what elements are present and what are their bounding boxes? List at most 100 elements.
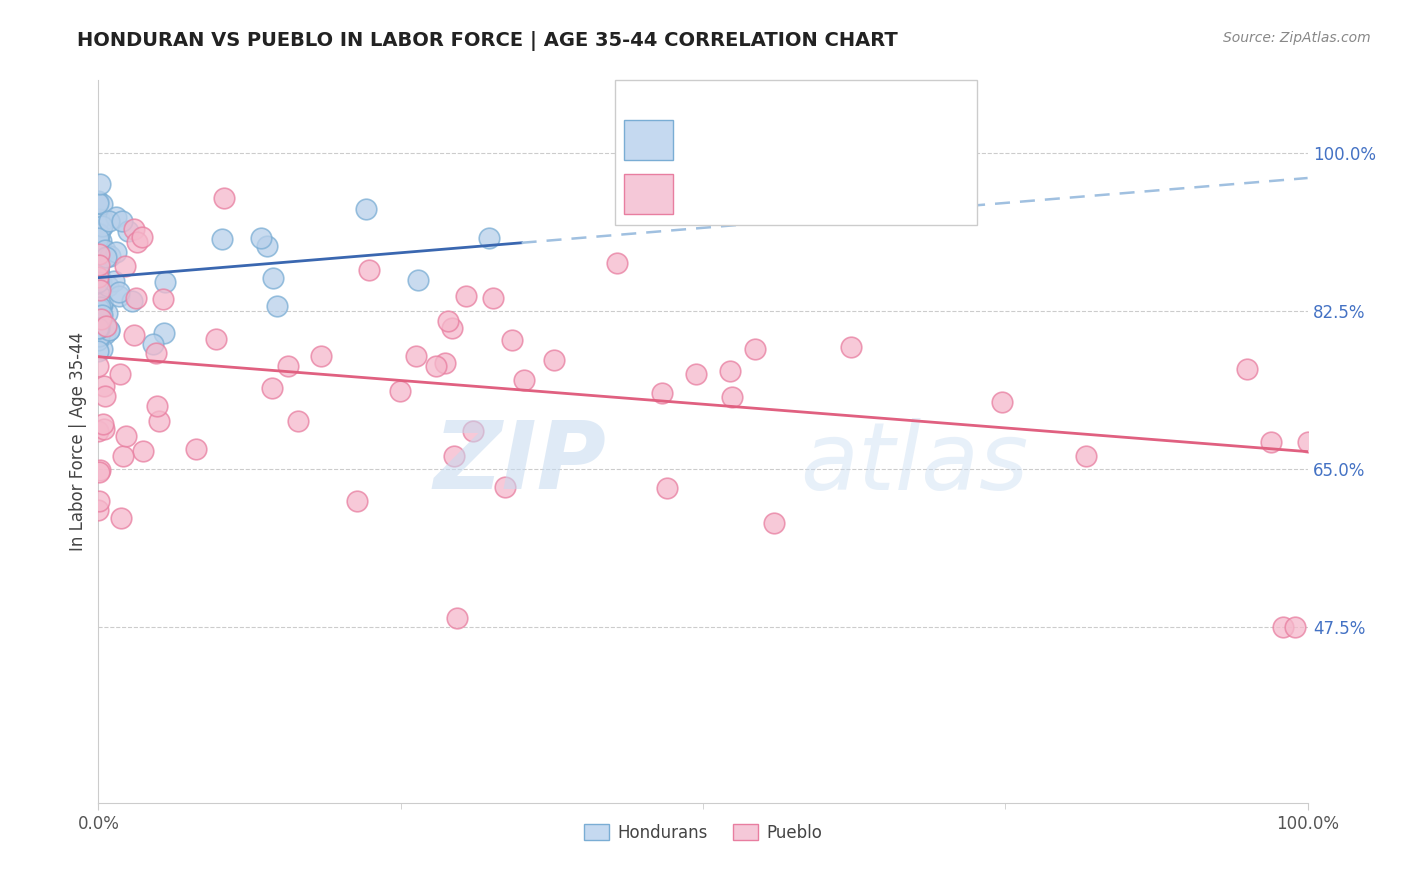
Point: [277, 359, 299, 374]
Point: [266, 299, 288, 313]
Point: [87, 307, 110, 321]
Point: [631, 196, 654, 211]
Point: [357, 262, 380, 277]
Point: [211, 232, 233, 246]
Point: [87, 258, 110, 272]
Point: [262, 381, 284, 395]
Point: [1260, 434, 1282, 449]
Point: [90, 274, 112, 288]
Point: [87, 465, 110, 479]
Point: [131, 230, 153, 244]
Point: [406, 273, 429, 287]
Point: [103, 274, 125, 288]
Point: [110, 511, 132, 525]
Point: [87, 234, 110, 248]
Point: [87, 284, 110, 298]
Point: [117, 224, 139, 238]
Point: [122, 221, 145, 235]
Point: [87, 211, 110, 226]
Point: [87, 264, 110, 278]
Point: [388, 384, 411, 398]
Point: [718, 364, 741, 378]
Point: [262, 271, 284, 285]
Point: [1236, 362, 1258, 376]
Point: [651, 386, 673, 401]
Point: [93, 379, 115, 393]
Point: [446, 611, 468, 625]
Point: [89, 177, 111, 191]
Point: [405, 350, 427, 364]
Y-axis label: In Labor Force | Age 35-44: In Labor Force | Age 35-44: [69, 332, 87, 551]
Point: [256, 239, 278, 253]
Point: [87, 264, 110, 278]
Point: [87, 271, 110, 285]
Point: [90, 298, 112, 312]
Point: [96, 305, 118, 319]
Point: [762, 516, 785, 530]
Point: [90, 308, 112, 322]
Point: [114, 259, 136, 273]
Point: [89, 283, 111, 297]
Text: R =  0.103: R = 0.103: [682, 120, 800, 139]
Point: [441, 320, 464, 334]
Point: [122, 328, 145, 343]
Point: [87, 333, 110, 347]
Point: [494, 480, 516, 494]
Point: [454, 289, 477, 303]
Point: [87, 329, 110, 343]
Point: [132, 443, 155, 458]
Point: [627, 202, 650, 216]
Point: [463, 424, 485, 438]
Point: [87, 269, 110, 284]
Point: [125, 292, 148, 306]
Point: [94, 318, 117, 333]
Point: [437, 313, 460, 327]
Point: [89, 463, 111, 477]
Point: [94, 243, 117, 257]
Point: [214, 191, 236, 205]
Point: [87, 359, 110, 373]
Text: HONDURAN VS PUEBLO IN LABOR FORCE | AGE 35-44 CORRELATION CHART: HONDURAN VS PUEBLO IN LABOR FORCE | AGE …: [77, 31, 898, 51]
Point: [87, 267, 110, 281]
Point: [94, 251, 117, 265]
Point: [186, 442, 208, 457]
Point: [90, 286, 112, 301]
Point: [97, 323, 120, 337]
Legend: Hondurans, Pueblo: Hondurans, Pueblo: [578, 817, 828, 848]
Point: [87, 273, 110, 287]
Text: R = -0.183: R = -0.183: [682, 180, 800, 200]
Point: [91, 417, 114, 432]
Text: ZIP: ZIP: [433, 417, 606, 509]
Point: [87, 502, 110, 516]
Point: [90, 312, 112, 326]
Point: [478, 231, 501, 245]
Point: [105, 245, 128, 260]
Point: [87, 226, 110, 240]
Point: [91, 219, 114, 234]
Point: [146, 399, 169, 413]
Point: [91, 213, 114, 227]
Point: [90, 220, 112, 235]
Point: [655, 482, 678, 496]
Point: [121, 293, 143, 308]
Point: [107, 285, 129, 300]
Point: [91, 295, 114, 310]
Point: [145, 345, 167, 359]
Point: [425, 359, 447, 374]
Point: [90, 234, 112, 248]
Point: [87, 301, 110, 316]
Point: [744, 342, 766, 356]
Point: [721, 390, 744, 404]
Point: [87, 231, 110, 245]
Point: [89, 318, 111, 333]
Point: [87, 247, 110, 261]
FancyBboxPatch shape: [624, 120, 672, 160]
Point: [501, 333, 523, 347]
Point: [87, 493, 110, 508]
Point: [1296, 434, 1319, 449]
Point: [115, 429, 138, 443]
Point: [87, 230, 110, 244]
Point: [87, 320, 110, 334]
Point: [87, 194, 110, 209]
Point: [87, 237, 110, 252]
